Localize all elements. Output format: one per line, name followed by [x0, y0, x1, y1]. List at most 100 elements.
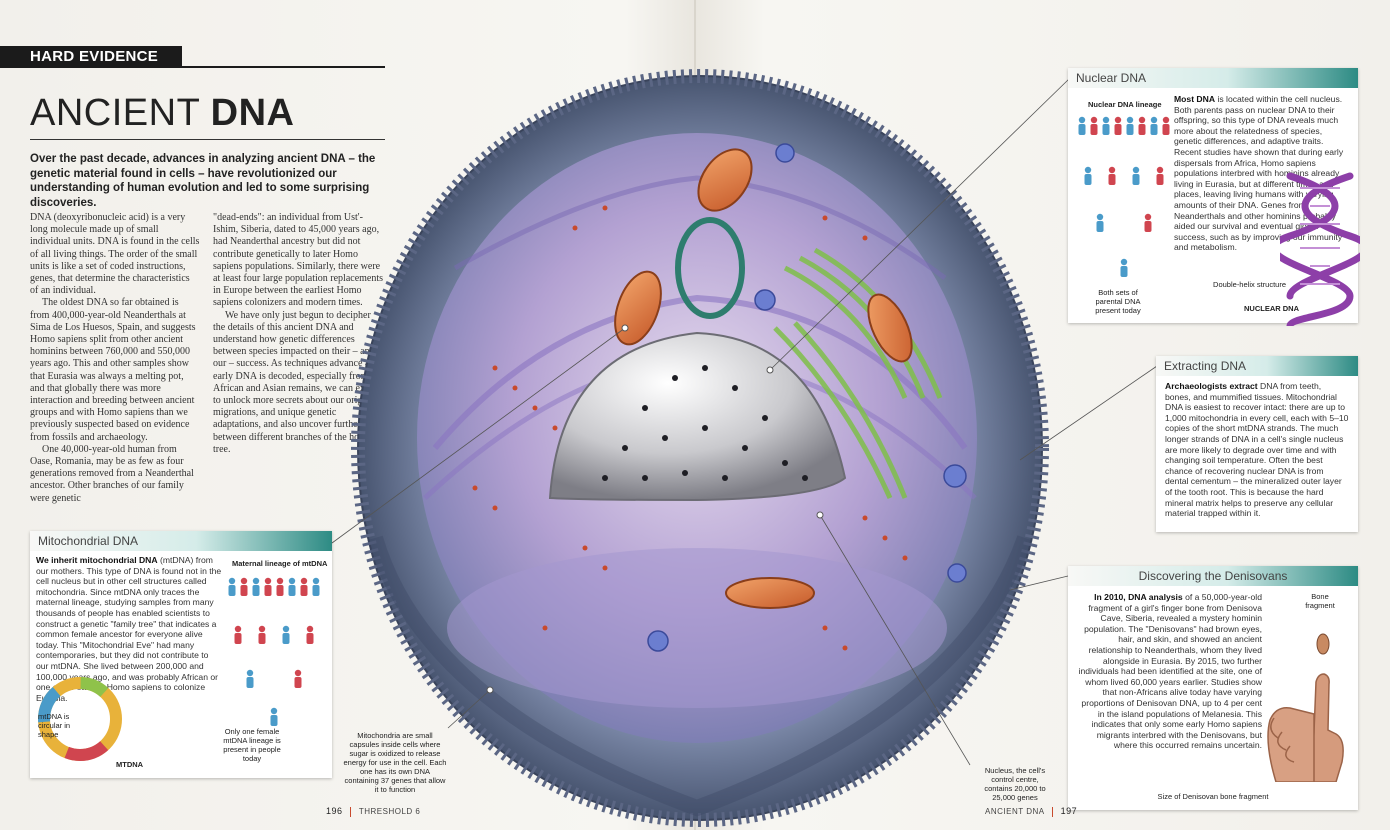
person-body	[1102, 124, 1110, 135]
denisovans-heading: Discovering the Denisovans	[1068, 566, 1358, 586]
extracting-text: Archaeologists extract DNA from teeth, b…	[1156, 376, 1358, 524]
mito-heading: Mitochondrial DNA	[30, 531, 332, 551]
ribosomes	[472, 205, 908, 651]
person-body	[1114, 124, 1122, 135]
hand-illustration	[1267, 633, 1344, 782]
person-head	[300, 577, 308, 585]
person-head	[246, 669, 254, 677]
person-body	[252, 585, 260, 596]
person-head	[1156, 166, 1164, 174]
person-body	[1138, 124, 1146, 135]
mito-body: (mtDNA) from our mothers. This type of D…	[36, 555, 222, 703]
page-title: ANCIENT DNA	[30, 92, 295, 135]
page-number-left: 196	[326, 806, 343, 816]
nuclear-pores	[602, 365, 808, 481]
badge-rule	[182, 66, 385, 68]
person-body	[294, 677, 302, 688]
person-icons	[1078, 116, 1170, 277]
person-body	[288, 585, 296, 596]
person-head	[252, 577, 260, 585]
person-body	[306, 633, 314, 644]
nuclear-lineage-label: Nuclear DNA lineage	[1088, 100, 1162, 109]
nuclear-body: is located within the cell nucleus. Both…	[1174, 94, 1344, 253]
person-head	[228, 577, 236, 585]
page-number-right: 197	[1060, 806, 1078, 816]
mitochondrial-dna-panel: Mitochondrial DNA We inherit mitochondri…	[30, 531, 332, 778]
person-head	[1138, 116, 1146, 124]
person-head	[1084, 166, 1092, 174]
both-sets-label: Both sets of parental DNA present today	[1095, 288, 1141, 315]
person-head	[1078, 116, 1086, 124]
endoplasmic-ring	[675, 217, 745, 319]
title-bold: DNA	[210, 92, 295, 134]
person-body	[234, 633, 242, 644]
person-body	[228, 585, 236, 596]
nucleus	[548, 331, 847, 502]
person-body	[270, 715, 278, 726]
person-body	[300, 585, 308, 596]
extracting-dna-panel: Extracting DNA Archaeologists extract DN…	[1156, 356, 1358, 532]
person-body	[1162, 124, 1170, 135]
person-body	[1084, 174, 1092, 185]
double-helix-icon	[1280, 172, 1360, 326]
denisovans-text: In 2010, DNA analysis of a 50,000-year-o…	[1074, 588, 1266, 755]
body-paragraph: DNA (deoxyribonucleic acid) is a very lo…	[30, 212, 200, 297]
person-body	[240, 585, 248, 596]
person-body	[1120, 266, 1128, 277]
person-head	[1114, 116, 1122, 124]
mitochondria-callout: Mitochondria are small capsules inside c…	[343, 731, 447, 794]
person-body	[1108, 174, 1116, 185]
person-body	[1096, 221, 1104, 232]
body-column-2: "dead-ends": an individual from Ust'-Ish…	[213, 212, 385, 456]
folio-divider	[1051, 806, 1053, 817]
intro-paragraph: Over the past decade, advances in analyz…	[30, 153, 376, 209]
person-head	[1090, 116, 1098, 124]
person-body	[258, 633, 266, 644]
person-body	[1078, 124, 1086, 135]
nuclear-dna-heading: Nuclear DNA	[1068, 68, 1358, 88]
denisovans-panel: Discovering the Denisovans In 2010, DNA …	[1068, 566, 1358, 810]
folio-right-text: ANCIENT DNA	[985, 807, 1045, 816]
person-head	[1108, 166, 1116, 174]
nuclear-dna-text: Most DNA is located within the cell nucl…	[1168, 90, 1358, 257]
title-light: ANCIENT	[30, 92, 211, 134]
person-head	[1126, 116, 1134, 124]
nucleus-callout: Nucleus, the cell's control centre, cont…	[984, 766, 1046, 802]
nuclear-lead: Most DNA	[1174, 94, 1216, 104]
extracting-heading: Extracting DNA	[1156, 356, 1358, 376]
maternal-lineage-label: Maternal lineage of mtDNA	[232, 559, 328, 568]
mito-text: We inherit mitochondrial DNA (mtDNA) fro…	[30, 553, 228, 705]
person-head	[240, 577, 248, 585]
body-paragraph: "dead-ends": an individual from Ust'-Ish…	[213, 212, 384, 309]
ring-label: mtDNA is circular in shape	[38, 712, 71, 739]
nuclear-lineage-chart	[1078, 116, 1170, 277]
mito-caption: MTDNA	[116, 760, 144, 769]
body-paragraph: The oldest DNA so far obtained is from 4…	[30, 297, 196, 443]
mito-lead: We inherit mitochondrial DNA	[36, 555, 158, 565]
person-icons	[228, 577, 320, 726]
nuclear-caption: NUCLEAR DNA	[1244, 304, 1299, 313]
person-head	[1102, 116, 1110, 124]
person-body	[1156, 174, 1164, 185]
person-head	[276, 577, 284, 585]
person-body	[1132, 174, 1140, 185]
nuclear-dna-panel: Nuclear DNA Most DNA is located within t…	[1068, 68, 1360, 326]
folio-left-text: THRESHOLD 6	[358, 807, 421, 816]
person-body	[1144, 221, 1152, 232]
person-head	[258, 625, 266, 633]
person-body	[282, 633, 290, 644]
extracting-lead: Archaeologists extract	[1165, 381, 1258, 391]
mtdna-ring-icon	[38, 677, 122, 761]
body-paragraph: We have only just begun to decipher the …	[213, 309, 383, 455]
folio-left: 196 THRESHOLD 6	[326, 806, 420, 817]
vesicles	[647, 143, 967, 652]
cell-illustration	[351, 69, 1049, 827]
denisovans-body: of a 50,000-year-old fragment of a girl'…	[1078, 592, 1262, 751]
section-badge: HARD EVIDENCE	[0, 46, 182, 68]
person-head	[282, 625, 290, 633]
person-head	[306, 625, 314, 633]
bone-fragment-label: Bone fragment	[1305, 592, 1335, 610]
body-paragraph: One 40,000-year-old human from Oase, Rom…	[30, 443, 194, 504]
person-head	[294, 669, 302, 677]
